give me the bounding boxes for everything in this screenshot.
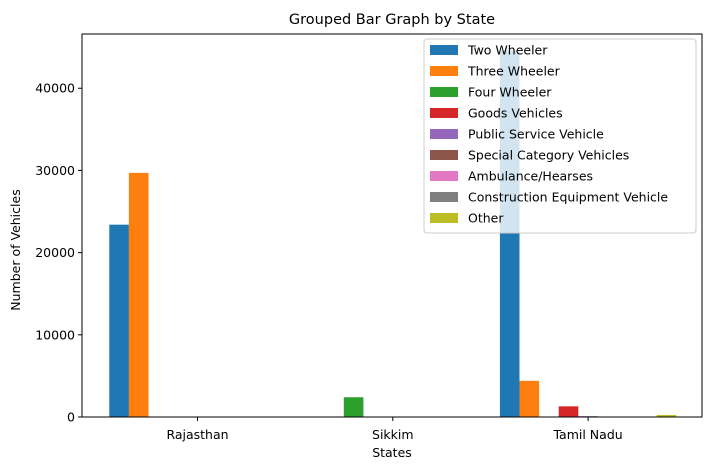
bar-goods-vehicles-tamil-nadu	[558, 406, 579, 417]
legend-swatch	[430, 129, 458, 139]
bar-two-wheeler-rajasthan	[109, 224, 129, 417]
x-tick-label: Tamil Nadu	[552, 427, 622, 442]
legend-swatch	[430, 213, 458, 223]
legend-label: Other	[468, 211, 504, 226]
legend-swatch	[430, 45, 458, 55]
chart-title: Grouped Bar Graph by State	[289, 12, 495, 28]
x-tick-label: Rajasthan	[166, 427, 228, 442]
plot-frame	[81, 33, 703, 418]
bar-three-wheeler-tamil-nadu	[519, 380, 540, 417]
legend-swatch	[430, 192, 458, 202]
bar-other-tamil-nadu	[656, 414, 677, 417]
legend-label: Two Wheeler	[467, 43, 548, 58]
legend: Two Wheeler Three Wheeler Four Wheeler Good…	[423, 38, 697, 234]
legend-label: Four Wheeler	[468, 85, 552, 100]
bar-four-wheeler-sikkim	[343, 397, 364, 417]
y-tick-label: 30000	[35, 163, 75, 178]
legend-label: Ambulance/Hearses	[468, 169, 593, 184]
legend-label: Three Wheeler	[467, 64, 561, 79]
legend-label: Construction Equipment Vehicle	[468, 190, 668, 205]
legend-swatch	[430, 171, 458, 181]
y-axis-label: Number of Vehicles	[8, 189, 23, 310]
legend-swatch	[430, 108, 458, 118]
legend-label: Goods Vehicles	[468, 106, 563, 121]
legend-swatch	[430, 150, 458, 160]
legend-label: Public Service Vehicle	[468, 127, 604, 142]
y-tick-label: 20000	[35, 245, 75, 260]
y-tick-label: 40000	[35, 81, 75, 96]
bar-three-wheeler-rajasthan	[128, 172, 149, 417]
legend-box	[423, 38, 697, 234]
y-tick-label: 0	[67, 410, 75, 425]
y-tick-label: 10000	[35, 327, 75, 342]
legend-swatch	[430, 87, 458, 97]
legend-label: Special Category Vehicles	[468, 148, 629, 163]
legend-swatch	[430, 66, 458, 76]
x-tick-label: Sikkim	[372, 427, 414, 442]
x-axis-label: States	[372, 445, 412, 460]
axes-group: 0 10000 20000 30000 40000 Rajasthan Sikkim Tami…	[35, 33, 703, 442]
